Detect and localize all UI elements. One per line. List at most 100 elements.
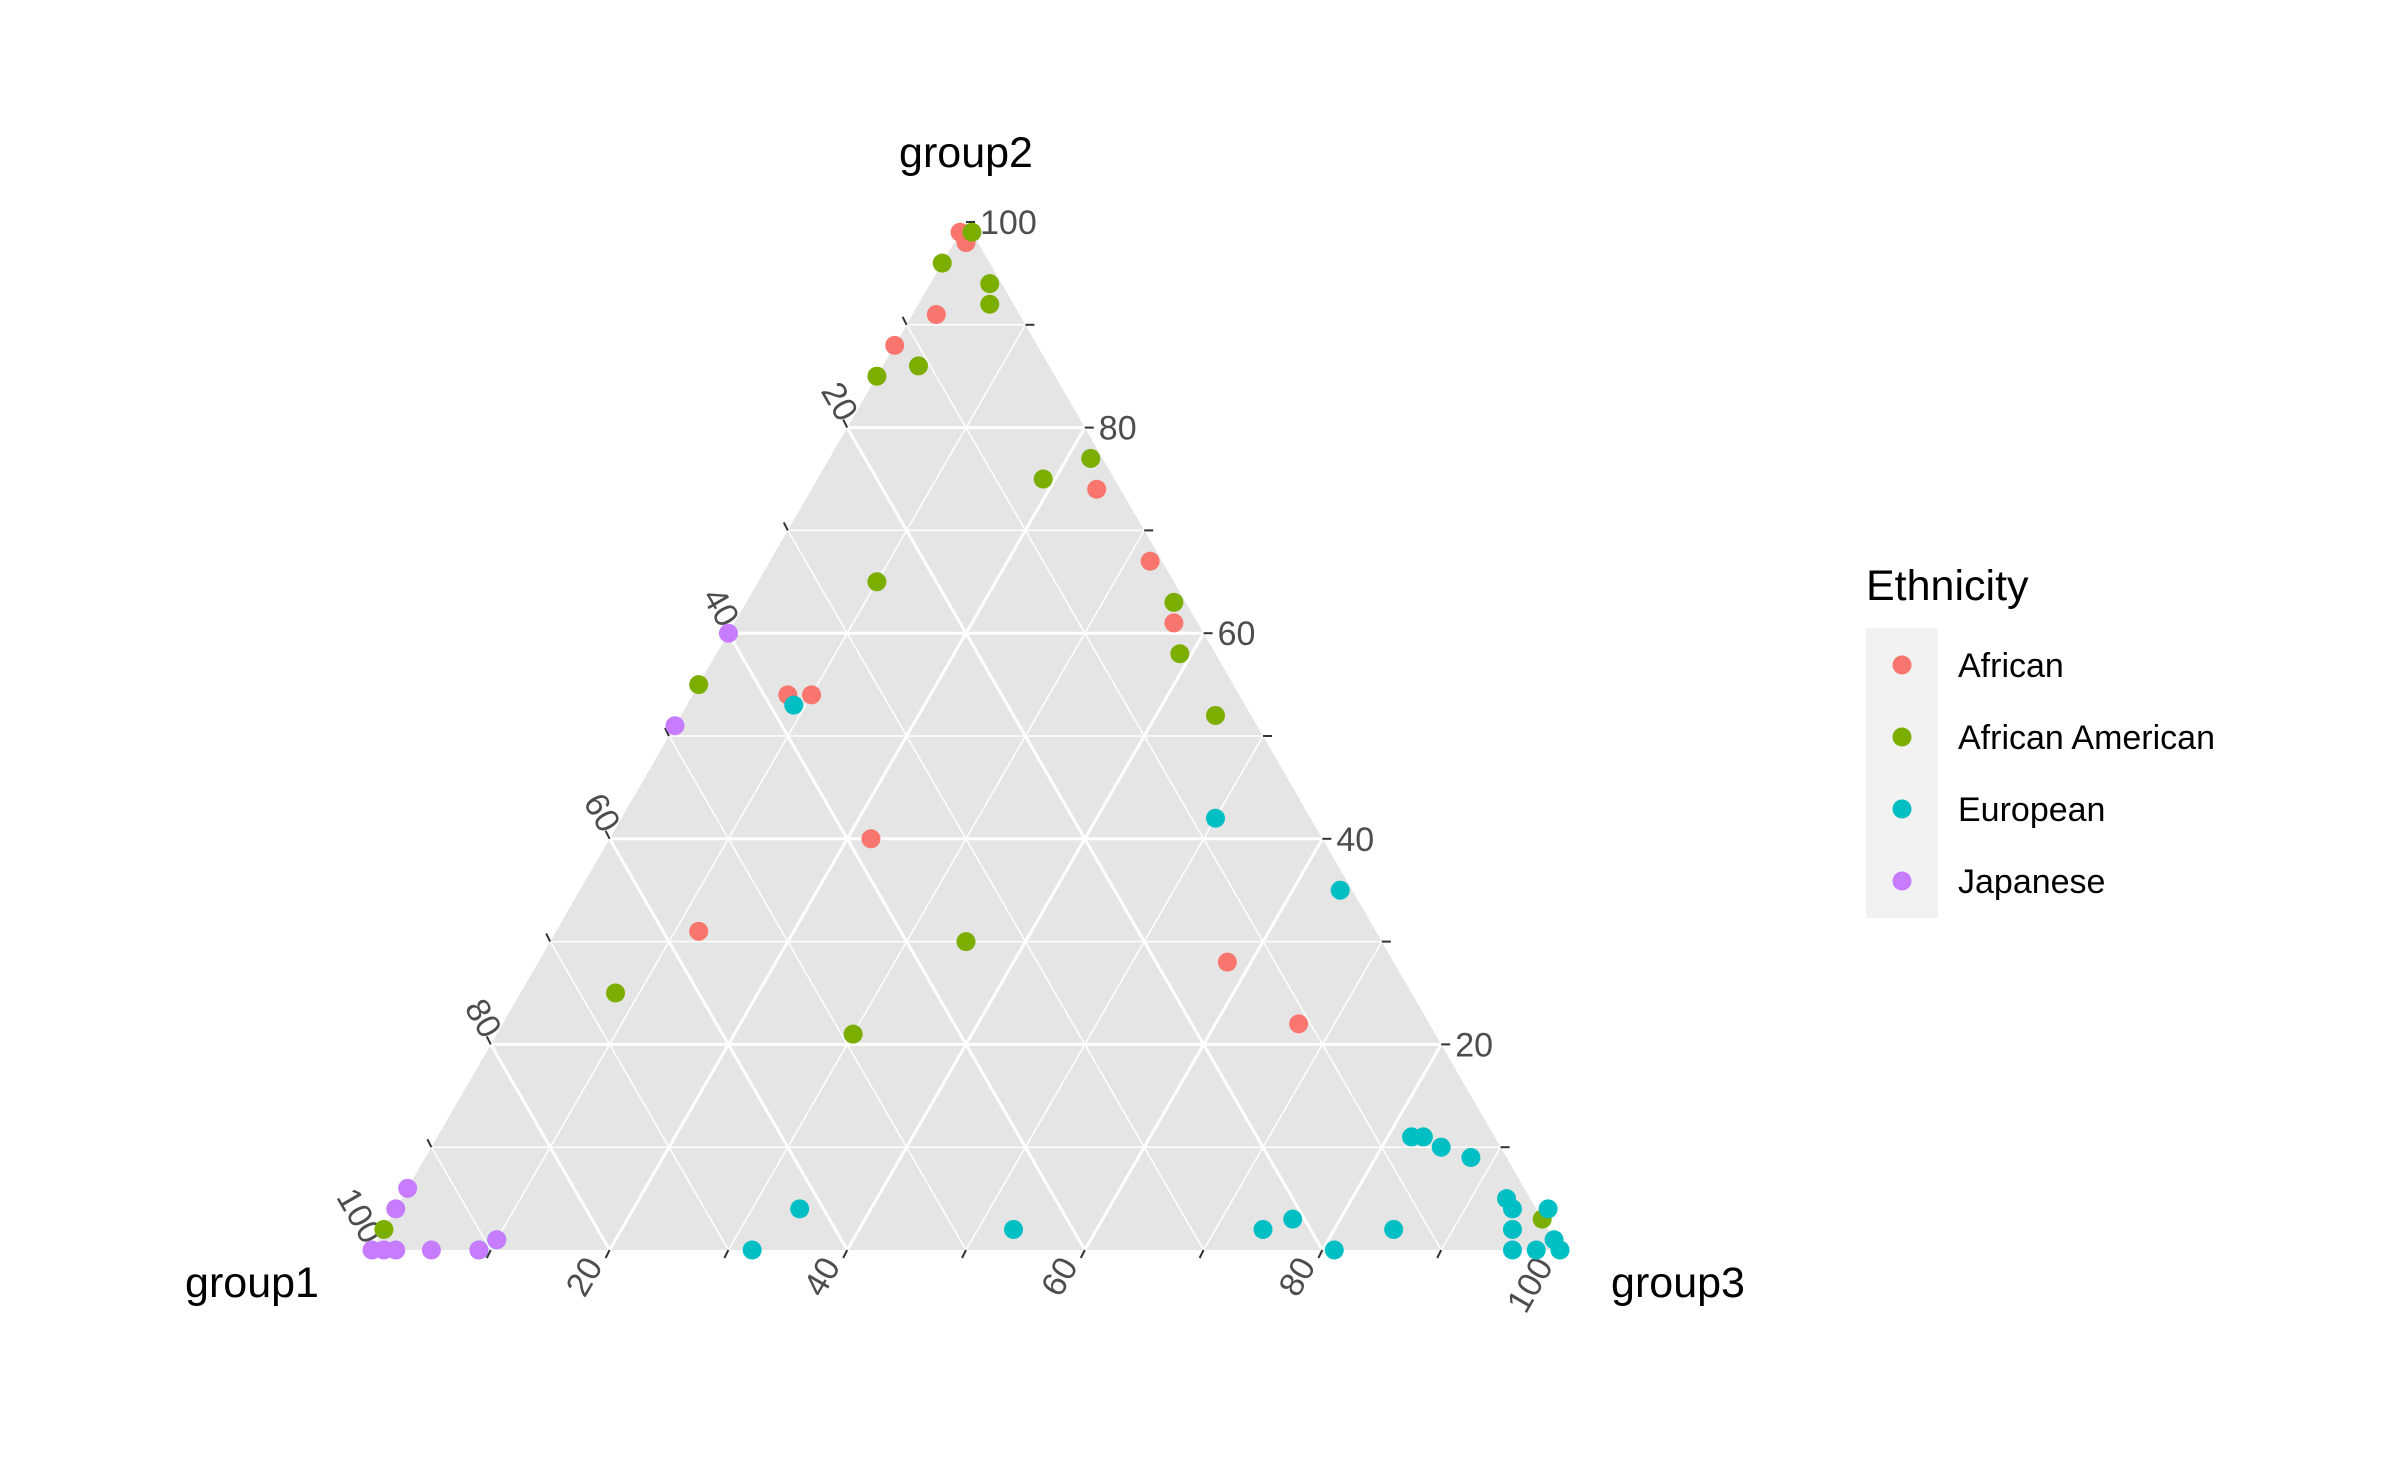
grid-line-major bbox=[608, 838, 849, 1251]
point-european bbox=[1402, 1127, 1421, 1147]
tick-label-group2: 40 bbox=[1336, 821, 1374, 859]
point-european bbox=[1461, 1147, 1481, 1167]
tick-mark bbox=[782, 521, 789, 531]
point-japanese bbox=[487, 1230, 507, 1250]
legend: Ethnicity African African American Europea… bbox=[1866, 562, 2215, 918]
legend-label: European bbox=[1958, 791, 2105, 829]
point-european bbox=[790, 1199, 810, 1219]
tick-label-group2: 60 bbox=[1218, 615, 1256, 653]
point-african bbox=[1087, 479, 1107, 499]
point-african bbox=[1140, 551, 1160, 571]
grid-line-minor bbox=[549, 941, 730, 1251]
point-african-american bbox=[908, 356, 928, 376]
legend-key bbox=[1892, 727, 1912, 747]
point-african bbox=[1217, 952, 1237, 972]
point-african bbox=[861, 829, 881, 849]
grid-line-major bbox=[489, 1043, 611, 1251]
axis-title-group1: group1 bbox=[185, 1259, 319, 1307]
tick-mark bbox=[842, 1249, 849, 1259]
data-points bbox=[362, 222, 1570, 1260]
point-european bbox=[1502, 1199, 1522, 1219]
point-african bbox=[1289, 1014, 1309, 1034]
point-japanese bbox=[386, 1240, 406, 1260]
grid-line-major bbox=[1321, 1043, 1443, 1251]
point-european bbox=[784, 695, 804, 715]
tick-mark bbox=[961, 1249, 967, 1259]
axis-title-group2: group2 bbox=[899, 129, 1033, 177]
point-african-american bbox=[606, 983, 626, 1003]
tick-mark bbox=[723, 1249, 730, 1259]
point-african-american bbox=[1170, 644, 1190, 664]
point-european bbox=[1384, 1219, 1404, 1239]
grid-line-minor bbox=[727, 530, 1145, 1251]
tick-mark bbox=[901, 316, 908, 326]
tick-mark bbox=[545, 933, 552, 943]
point-african-american bbox=[843, 1024, 863, 1044]
point-japanese bbox=[665, 716, 685, 736]
grid-line-minor bbox=[1202, 941, 1383, 1251]
point-japanese bbox=[362, 1240, 382, 1260]
tick-mark bbox=[1317, 1249, 1324, 1259]
tick-label-group3: 20 bbox=[559, 1251, 611, 1303]
point-african-american bbox=[980, 294, 1000, 314]
grid-line-minor bbox=[668, 735, 967, 1251]
tick-mark bbox=[1079, 1249, 1086, 1259]
point-african-american bbox=[980, 274, 1000, 294]
tick-mark bbox=[604, 1249, 611, 1259]
legend-key bbox=[1892, 799, 1912, 819]
point-european bbox=[1431, 1137, 1451, 1157]
tick-label-group2: 100 bbox=[980, 204, 1037, 242]
point-african-american bbox=[1164, 592, 1184, 612]
axis-ticks bbox=[367, 221, 1561, 1259]
grid-line-minor bbox=[787, 530, 1205, 1251]
tick-mark bbox=[485, 1035, 492, 1045]
grid-line-minor bbox=[905, 324, 1442, 1251]
point-european bbox=[1330, 880, 1350, 900]
point-european bbox=[1502, 1219, 1522, 1239]
point-african-american bbox=[867, 366, 887, 386]
tick-mark bbox=[485, 1249, 492, 1259]
point-japanese bbox=[718, 623, 738, 643]
point-african-american bbox=[1081, 448, 1101, 468]
legend-label: African American bbox=[1958, 719, 2215, 757]
point-african-american bbox=[1033, 469, 1053, 489]
tick-label-group3: 80 bbox=[1272, 1251, 1324, 1303]
axis-title-group3: group3 bbox=[1611, 1259, 1745, 1307]
point-african-american bbox=[932, 253, 952, 273]
point-african-american bbox=[374, 1219, 394, 1239]
legend-label: Japanese bbox=[1958, 863, 2105, 901]
grid-line-major bbox=[1083, 838, 1324, 1251]
grid-major bbox=[489, 426, 1443, 1251]
tick-label-group3: 100 bbox=[1500, 1251, 1561, 1319]
point-european bbox=[1502, 1240, 1522, 1260]
tick-mark bbox=[604, 830, 611, 840]
tick-mark bbox=[1436, 1249, 1443, 1259]
tick-mark bbox=[664, 727, 670, 737]
legend-key bbox=[1892, 655, 1912, 675]
point-japanese bbox=[386, 1199, 406, 1219]
point-african-american bbox=[867, 572, 887, 592]
point-european bbox=[1253, 1219, 1273, 1239]
point-japanese bbox=[469, 1240, 489, 1260]
grid-line-minor bbox=[490, 324, 1027, 1251]
point-european bbox=[1283, 1209, 1303, 1229]
point-european bbox=[1004, 1219, 1024, 1239]
legend-entries: African African American European Japanese bbox=[1892, 647, 2215, 901]
point-european bbox=[1544, 1230, 1564, 1250]
point-african bbox=[885, 335, 905, 355]
point-african-american bbox=[1205, 705, 1225, 725]
grid-line-major bbox=[845, 632, 1205, 1251]
tick-label-group2: 20 bbox=[1455, 1026, 1493, 1064]
point-african-american bbox=[689, 675, 709, 695]
legend-key bbox=[1892, 871, 1912, 891]
legend-key-background bbox=[1866, 628, 1938, 918]
grid-line-minor bbox=[1440, 1146, 1502, 1251]
point-japanese bbox=[421, 1240, 441, 1260]
legend-title: Ethnicity bbox=[1866, 562, 2029, 610]
point-european bbox=[1538, 1199, 1558, 1219]
point-japanese bbox=[398, 1178, 418, 1198]
point-african-american bbox=[962, 222, 982, 242]
tick-mark bbox=[842, 419, 849, 429]
grid-line-minor bbox=[430, 1146, 492, 1251]
point-european bbox=[1324, 1240, 1344, 1260]
